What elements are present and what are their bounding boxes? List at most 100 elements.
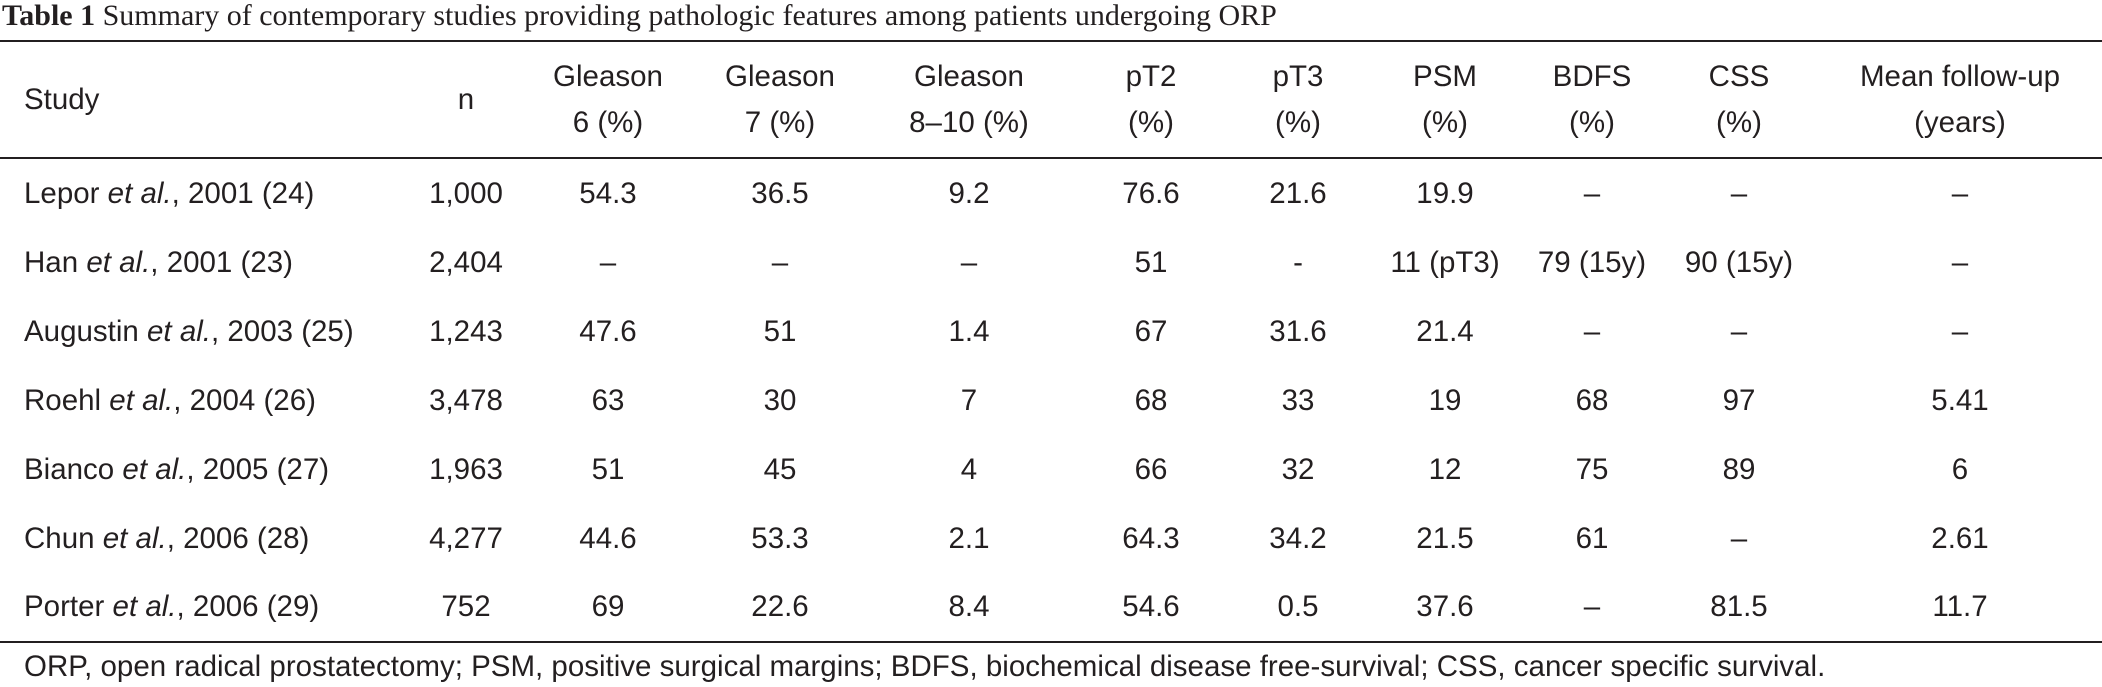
- column-header-gleason-7: Gleason 7 (%): [694, 40, 866, 159]
- cell-n: 4,277: [429, 521, 503, 555]
- cell-psm: 21.4: [1416, 314, 1474, 348]
- study-year-ref: , 2005 (27): [186, 452, 330, 486]
- cell-gleason-8-10: 1.4: [948, 314, 990, 348]
- study-etal: et al.: [147, 314, 211, 348]
- table-title: Summary of contemporary studies providin…: [102, 0, 1277, 32]
- cell-pt3: 32: [1281, 452, 1315, 486]
- column-header-bdfs: BDFS (%): [1524, 40, 1660, 159]
- cell-psm: 11 (pT3): [1390, 245, 1500, 279]
- column-header-css: CSS (%): [1660, 40, 1818, 159]
- table-row: Lepor et al., 2001 (24) 1,000 54.3 36.5 9.2 7…: [0, 158, 2102, 228]
- column-header-pt2: pT2 (%): [1072, 40, 1230, 159]
- header-line1: PSM: [1413, 59, 1477, 93]
- cell-mean-follow-up: 6: [1951, 452, 1969, 486]
- cell-pt3: 33: [1281, 383, 1315, 417]
- table-label: Table 1: [2, 0, 96, 32]
- header-line1: Mean follow-up: [1859, 59, 2061, 93]
- study-etal: et al.: [86, 245, 151, 279]
- study-etal: et al.: [102, 521, 167, 555]
- header-line2: (%): [1569, 105, 1615, 139]
- header-line1: Gleason: [725, 59, 835, 93]
- header-line1: pT3: [1272, 59, 1324, 93]
- study-etal: et al.: [107, 176, 172, 210]
- cell-n: 752: [410, 573, 522, 643]
- cell-gleason-7: 53.3: [751, 521, 809, 555]
- cell-pt3: -: [1293, 245, 1303, 279]
- cell-gleason-8-10: 2.1: [948, 521, 990, 555]
- study-year-ref: , 2006 (28): [166, 521, 310, 555]
- cell-gleason-8-10: 7: [960, 383, 978, 417]
- cell-pt2: 67: [1134, 314, 1168, 348]
- column-header-gleason-6: Gleason 6 (%): [522, 40, 694, 159]
- header-line2: (%): [1275, 105, 1321, 139]
- summary-table: Study n Gleason 6 (%) Gleason 7 (%) Gleaso…: [0, 40, 2102, 643]
- cell-study: Lepor et al., 2001 (24): [0, 158, 410, 228]
- header-line2: (%): [1128, 105, 1174, 139]
- cell-pt2: 54.6: [1072, 573, 1230, 643]
- study-author: Roehl: [24, 383, 102, 417]
- cell-gleason-6: 44.6: [579, 521, 637, 555]
- cell-gleason-8-10: 9.2: [948, 176, 990, 210]
- study-etal: et al.: [109, 383, 174, 417]
- cell-css: 90 (15y): [1684, 245, 1794, 279]
- study-author: Bianco: [24, 452, 115, 486]
- header-line1: CSS: [1708, 59, 1770, 93]
- column-header-psm: PSM (%): [1366, 40, 1524, 159]
- cell-study: Han et al., 2001 (23): [0, 228, 410, 297]
- table-row: Han et al., 2001 (23) 2,404 – – – 51 - 11 (pT3)…: [0, 228, 2102, 297]
- cell-css: –: [1730, 176, 1748, 210]
- cell-n: 1,243: [429, 314, 503, 348]
- cell-mean-follow-up: –: [1951, 245, 1969, 279]
- column-header-pt3: pT3 (%): [1230, 40, 1366, 159]
- column-header-mean-follow-up: Mean follow-up (years): [1818, 40, 2102, 159]
- study-etal: et al.: [112, 590, 177, 623]
- cell-bdfs: 61: [1575, 521, 1609, 555]
- cell-pt2: 64.3: [1122, 521, 1180, 555]
- cell-study: Roehl et al., 2004 (26): [0, 366, 410, 435]
- cell-psm: 19: [1428, 383, 1462, 417]
- cell-mean-follow-up: 2.61: [1931, 521, 1989, 555]
- cell-gleason-8-10: 4: [960, 452, 978, 486]
- cell-mean-follow-up: 5.41: [1931, 383, 1989, 417]
- table-row: Chun et al., 2006 (28) 4,277 44.6 53.3 2.1 64…: [0, 504, 2102, 573]
- cell-pt3: 21.6: [1269, 176, 1327, 210]
- cell-gleason-6: –: [599, 245, 617, 279]
- cell-gleason-7: 30: [763, 383, 797, 417]
- cell-pt3: 0.5: [1230, 573, 1366, 643]
- study-etal: et al.: [122, 452, 187, 486]
- table-row: Augustin et al., 2003 (25) 1,243 47.6 51 1.4…: [0, 297, 2102, 366]
- study-year-ref: , 2004 (26): [173, 383, 316, 417]
- column-header-gleason-8-10: Gleason 8–10 (%): [866, 40, 1072, 159]
- table-row: Bianco et al., 2005 (27) 1,963 51 45 4 66 32 12…: [0, 435, 2102, 504]
- cell-gleason-7: 22.6: [694, 573, 866, 643]
- cell-pt2: 68: [1134, 383, 1168, 417]
- table-footnote: ORP, open radical prostatectomy; PSM, po…: [24, 650, 1826, 683]
- cell-css: 89: [1722, 452, 1756, 486]
- cell-gleason-8-10: –: [960, 245, 978, 279]
- study-author: Chun: [24, 521, 95, 555]
- header-line1: n: [457, 82, 475, 116]
- cell-psm: 19.9: [1416, 176, 1474, 210]
- study-year-ref: , 2006 (29): [176, 590, 320, 623]
- cell-bdfs: 75: [1575, 452, 1609, 486]
- header-line1: Study: [24, 82, 100, 116]
- study-author: Porter: [24, 590, 105, 623]
- study-year-ref: , 2001 (23): [150, 245, 293, 279]
- table-row: Porter et al., 2006 (29) 752 69 22.6 8.4 54.6…: [0, 573, 2102, 643]
- cell-bdfs: –: [1583, 176, 1601, 210]
- table-header: Study n Gleason 6 (%) Gleason 7 (%) Gleaso…: [0, 40, 2102, 159]
- header-row: Study n Gleason 6 (%) Gleason 7 (%) Gleaso…: [0, 40, 2102, 159]
- study-year-ref: , 2003 (25): [210, 314, 354, 348]
- cell-pt2: 76.6: [1122, 176, 1180, 210]
- header-line1: Gleason: [914, 59, 1024, 93]
- table-caption: Table 1 Summary of contemporary studies …: [2, 0, 1277, 40]
- study-author: Han: [24, 245, 79, 279]
- header-line1: BDFS: [1552, 59, 1632, 93]
- table-row: Roehl et al., 2004 (26) 3,478 63 30 7 68 33 19 6…: [0, 366, 2102, 435]
- cell-study: Augustin et al., 2003 (25): [0, 297, 410, 366]
- cell-gleason-6: 47.6: [579, 314, 637, 348]
- header-line2: (%): [1422, 105, 1468, 139]
- cell-mean-follow-up: 11.7: [1818, 573, 2102, 643]
- study-author: Augustin: [24, 314, 139, 348]
- study-author: Lepor: [24, 176, 100, 210]
